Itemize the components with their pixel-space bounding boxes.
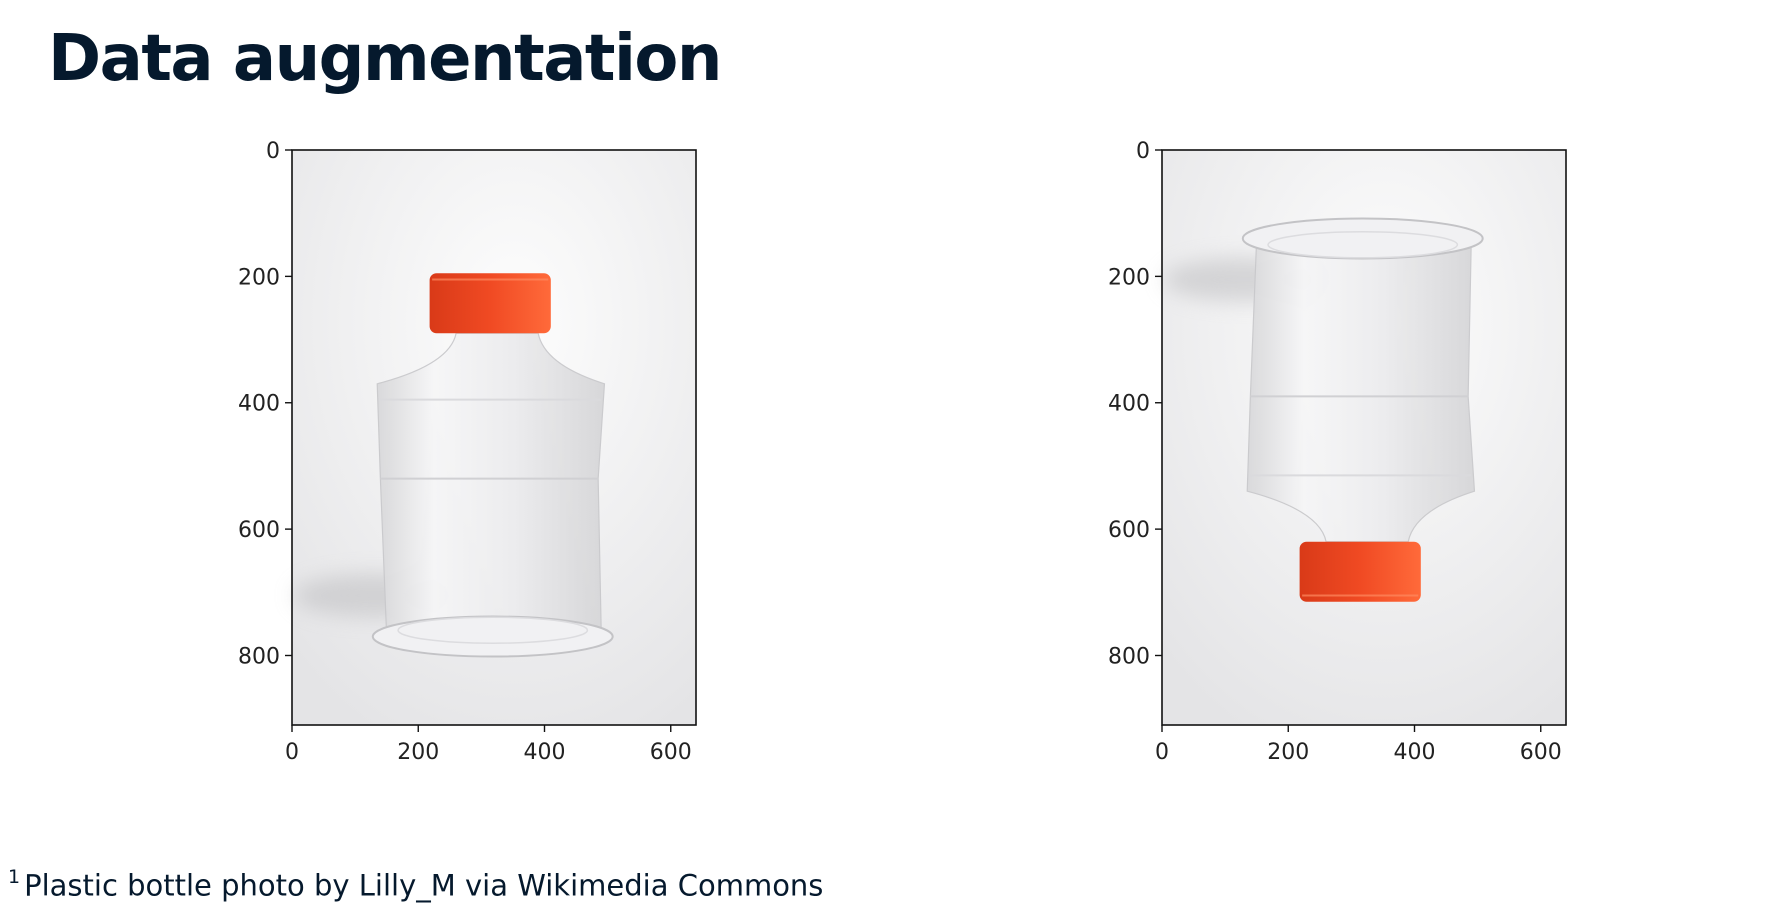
x-tick-label: 400	[524, 740, 566, 765]
bottle-photo	[1162, 150, 1566, 725]
y-tick-label: 400	[238, 392, 280, 417]
x-tick-label: 600	[650, 740, 692, 765]
bottle-icon	[1164, 217, 1484, 602]
axes-frame	[291, 149, 697, 726]
y-tick-label: 0	[1136, 139, 1150, 164]
plot-flipped: 0 200 400 600 0 200 400 600 800	[1070, 130, 1596, 785]
y-tick-label: 200	[1108, 265, 1150, 290]
y-tick-label: 400	[1108, 392, 1150, 417]
bottle-photo	[292, 150, 696, 725]
footnote: 1 Plastic bottle photo by Lilly_M via Wik…	[8, 866, 824, 903]
y-tick-label: 800	[238, 644, 280, 669]
y-tick-label: 200	[238, 265, 280, 290]
footnote-marker: 1	[8, 866, 21, 888]
y-tick-label: 600	[238, 518, 280, 543]
x-tick-label: 0	[1155, 740, 1169, 765]
x-tick-label: 200	[1267, 740, 1309, 765]
footnote-text: Plastic bottle photo by Lilly_M via Wiki…	[24, 868, 824, 903]
y-tick-label: 800	[1108, 644, 1150, 669]
x-tick-label: 200	[397, 740, 439, 765]
bottle-icon	[294, 273, 614, 658]
y-tick-label: 600	[1108, 518, 1150, 543]
x-tick-label: 600	[1520, 740, 1562, 765]
x-tick-label: 0	[285, 740, 299, 765]
y-tick-label: 0	[266, 139, 280, 164]
plot-svg: 0 200 400 600 0 200 400 600 800	[238, 139, 697, 765]
plot-original: 0 200 400 600 0 200 400 600 800	[200, 130, 726, 785]
axes-frame	[1161, 149, 1567, 726]
slide-title: Data augmentation	[48, 22, 722, 96]
plot-svg: 0 200 400 600 0 200 400 600 800	[1108, 139, 1567, 765]
x-tick-label: 400	[1394, 740, 1436, 765]
